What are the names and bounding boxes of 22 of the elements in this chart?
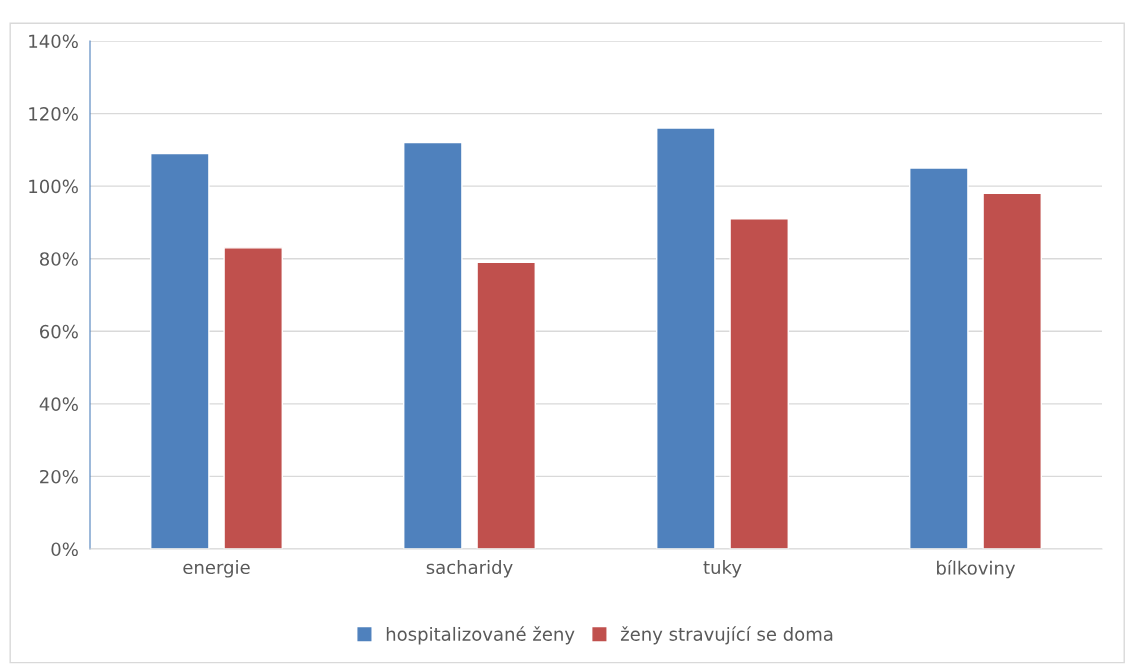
- y-tick-label: 120%: [29, 107, 78, 121]
- bar: [656, 127, 716, 549]
- bar: [982, 192, 1042, 549]
- y-tick-label: 80%: [39, 252, 78, 266]
- bar: [729, 218, 789, 549]
- bar: [909, 167, 969, 549]
- y-tick-label: 140%: [29, 34, 78, 49]
- x-tick-label: bílkoviny: [937, 560, 1016, 579]
- bar: [403, 141, 463, 549]
- bar: [150, 152, 210, 549]
- legend-label: ženy stravující se doma: [620, 626, 833, 645]
- y-tick-label: 100%: [29, 179, 78, 194]
- legend-label: hospitalizované ženy: [386, 626, 575, 645]
- y-tick-label: 40%: [39, 397, 78, 411]
- y-tick-label: 20%: [40, 469, 78, 484]
- y-tick-label: 0%: [51, 542, 78, 557]
- x-tick-label: energie: [183, 560, 250, 578]
- x-tick-label: sacharidy: [426, 560, 513, 578]
- bar: [223, 247, 283, 549]
- x-tick-label: tuky: [703, 560, 742, 578]
- bar: [476, 261, 536, 549]
- y-tick-label: 60%: [40, 324, 78, 339]
